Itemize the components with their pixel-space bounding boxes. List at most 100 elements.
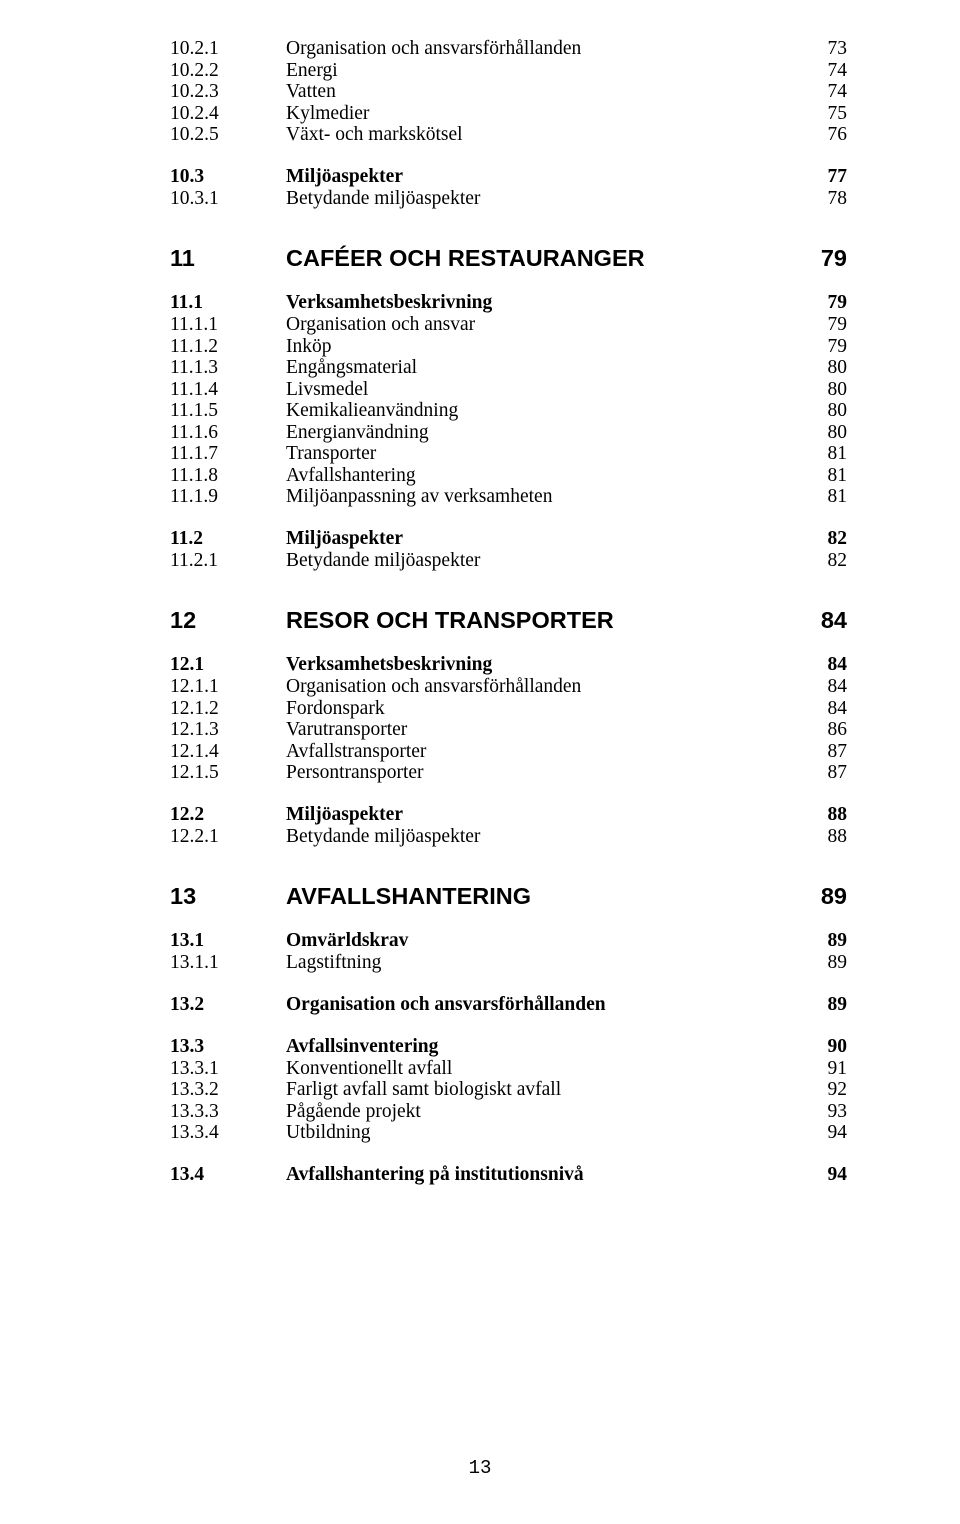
toc-label: Lagstiftning: [286, 952, 828, 974]
toc-page: 89: [821, 883, 847, 910]
toc-label: RESOR OCH TRANSPORTER: [286, 607, 821, 634]
spacer: [170, 146, 847, 166]
toc-page: 84: [828, 676, 848, 698]
toc-row: 11.1Verksamhetsbeskrivning79: [170, 292, 847, 314]
toc-page: 79: [828, 314, 848, 336]
toc-page: 74: [828, 81, 848, 103]
toc-label: Konventionellt avfall: [286, 1058, 828, 1080]
toc-page: 81: [828, 486, 848, 508]
toc-page: 73: [828, 38, 848, 60]
toc-row: 11.2.1Betydande miljöaspekter82: [170, 550, 847, 572]
toc-label: Varutransporter: [286, 719, 828, 741]
toc-number: 10.3: [170, 166, 286, 188]
toc-number: 11.1.5: [170, 400, 286, 422]
toc-number: 13: [170, 883, 286, 910]
toc-row: 13.4Avfallshantering på institutionsnivå…: [170, 1164, 847, 1186]
toc-number: 12.1.3: [170, 719, 286, 741]
toc-label: AVFALLSHANTERING: [286, 883, 821, 910]
toc-row: 12.1.1Organisation och ansvarsförhålland…: [170, 676, 847, 698]
toc-page: 74: [828, 60, 848, 82]
toc-row: 12.1.3Varutransporter86: [170, 719, 847, 741]
toc-page: 94: [828, 1164, 848, 1186]
toc-row: 12RESOR OCH TRANSPORTER84: [170, 607, 847, 634]
toc-row: 12.1Verksamhetsbeskrivning84: [170, 654, 847, 676]
toc-number: 12.1: [170, 654, 286, 676]
toc-label: Kemikalieanvändning: [286, 400, 828, 422]
toc-row: 11.1.4Livsmedel80: [170, 379, 847, 401]
toc-row: 10.2.4Kylmedier75: [170, 103, 847, 125]
toc-page: 79: [821, 245, 847, 272]
toc-number: 11.2.1: [170, 550, 286, 572]
toc-page: 81: [828, 465, 848, 487]
toc-page: 81: [828, 443, 848, 465]
toc-label: Kylmedier: [286, 103, 828, 125]
toc-label: Vatten: [286, 81, 828, 103]
toc-label: Pågående projekt: [286, 1101, 828, 1123]
toc-label: Avfallstransporter: [286, 741, 828, 763]
spacer: [170, 508, 847, 528]
toc-page: 76: [828, 124, 848, 146]
spacer: [170, 272, 847, 292]
toc-number: 13.3.4: [170, 1122, 286, 1144]
toc-number: 11.2: [170, 528, 286, 550]
toc-page: 87: [828, 741, 848, 763]
toc-page: 80: [828, 422, 848, 444]
toc-number: 13.3.3: [170, 1101, 286, 1123]
toc-label: Engångsmaterial: [286, 357, 828, 379]
toc-number: 13.3.1: [170, 1058, 286, 1080]
toc-row: 11.1.2Inköp79: [170, 336, 847, 358]
toc-row: 11.1.8Avfallshantering81: [170, 465, 847, 487]
toc-number: 13.3.2: [170, 1079, 286, 1101]
toc-number: 13.2: [170, 994, 286, 1016]
toc-page: 89: [828, 952, 848, 974]
toc-page: 80: [828, 400, 848, 422]
toc-number: 11.1.3: [170, 357, 286, 379]
toc-label: Fordonspark: [286, 698, 828, 720]
toc-page: 80: [828, 357, 848, 379]
toc-number: 12.1.1: [170, 676, 286, 698]
spacer: [170, 847, 847, 883]
toc-label: Verksamhetsbeskrivning: [286, 292, 828, 314]
toc-number: 10.3.1: [170, 188, 286, 210]
toc-label: Betydande miljöaspekter: [286, 188, 828, 210]
toc-page: 77: [828, 166, 848, 188]
toc-row: 11.2Miljöaspekter82: [170, 528, 847, 550]
toc-page: 88: [828, 826, 848, 848]
toc-row: 11.1.6Energianvändning80: [170, 422, 847, 444]
toc-label: Organisation och ansvar: [286, 314, 828, 336]
toc-page: 88: [828, 804, 848, 826]
toc-row: 12.1.5Persontransporter87: [170, 762, 847, 784]
toc-row: 13.3.2Farligt avfall samt biologiskt avf…: [170, 1079, 847, 1101]
toc-row: 12.2.1Betydande miljöaspekter88: [170, 826, 847, 848]
toc-row: 13.2Organisation och ansvarsförhållanden…: [170, 994, 847, 1016]
toc-label: Energianvändning: [286, 422, 828, 444]
toc-page: 87: [828, 762, 848, 784]
toc-page: 82: [828, 528, 848, 550]
toc-label: Avfallshantering: [286, 465, 828, 487]
toc-row: 13.3Avfallsinventering90: [170, 1036, 847, 1058]
table-of-contents: 10.2.1Organisation och ansvarsförhålland…: [170, 38, 847, 1186]
toc-row: 11.1.3Engångsmaterial80: [170, 357, 847, 379]
toc-label: Miljöaspekter: [286, 804, 828, 826]
toc-row: 13.1Omvärldskrav89: [170, 930, 847, 952]
toc-label: Livsmedel: [286, 379, 828, 401]
toc-number: 11.1.7: [170, 443, 286, 465]
toc-page: 79: [828, 336, 848, 358]
toc-row: 12.2Miljöaspekter88: [170, 804, 847, 826]
toc-label: Utbildning: [286, 1122, 828, 1144]
toc-number: 11: [170, 245, 286, 272]
spacer: [170, 910, 847, 930]
toc-row: 10.2.1Organisation och ansvarsförhålland…: [170, 38, 847, 60]
spacer: [170, 1016, 847, 1036]
toc-number: 11.1.8: [170, 465, 286, 487]
toc-number: 12.1.5: [170, 762, 286, 784]
toc-row: 10.2.5Växt- och markskötsel76: [170, 124, 847, 146]
toc-page: 80: [828, 379, 848, 401]
toc-row: 13.3.1Konventionellt avfall91: [170, 1058, 847, 1080]
toc-label: Persontransporter: [286, 762, 828, 784]
toc-label: Organisation och ansvarsförhållanden: [286, 676, 828, 698]
toc-label: Inköp: [286, 336, 828, 358]
toc-number: 11.1.6: [170, 422, 286, 444]
toc-row: 10.2.2Energi74: [170, 60, 847, 82]
toc-label: Omvärldskrav: [286, 930, 828, 952]
